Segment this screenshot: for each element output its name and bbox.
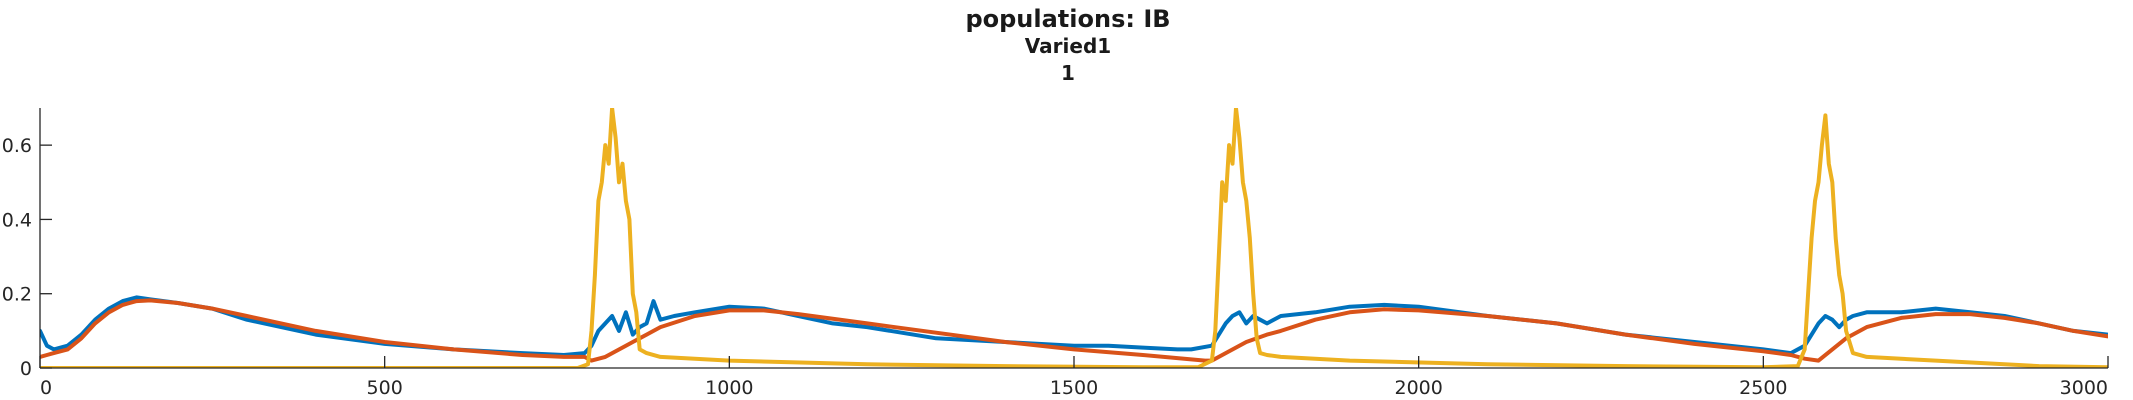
series-line-3 [40,108,2108,368]
x-tick-label: 2000 [1394,377,1442,399]
series-line-2 [40,298,2108,363]
chart-title: populations: IB [965,5,1170,33]
plot-lines [40,108,2108,368]
y-tick-label: 0.2 [2,284,32,306]
y-tick-label: 0 [20,358,32,380]
x-tick-label: 3000 [2060,377,2108,399]
y-tick-label: 0.4 [2,209,32,231]
axes: 0 500 1000 1500 2000 2500 3000 0 0.2 0.4 0.6 [2,108,2109,399]
x-tick-label: 1000 [705,377,753,399]
series-line-1 [40,295,2108,357]
y-tick-label: 0.6 [2,135,32,157]
x-tick-label: 500 [367,377,403,399]
x-tick-label: 2500 [1739,377,1787,399]
chart-subtitle-2: 1 [1061,61,1075,85]
x-tick-label: 1500 [1050,377,1098,399]
x-tick-label: 0 [40,377,52,399]
chart-subtitle: Varied1 [1025,34,1111,58]
